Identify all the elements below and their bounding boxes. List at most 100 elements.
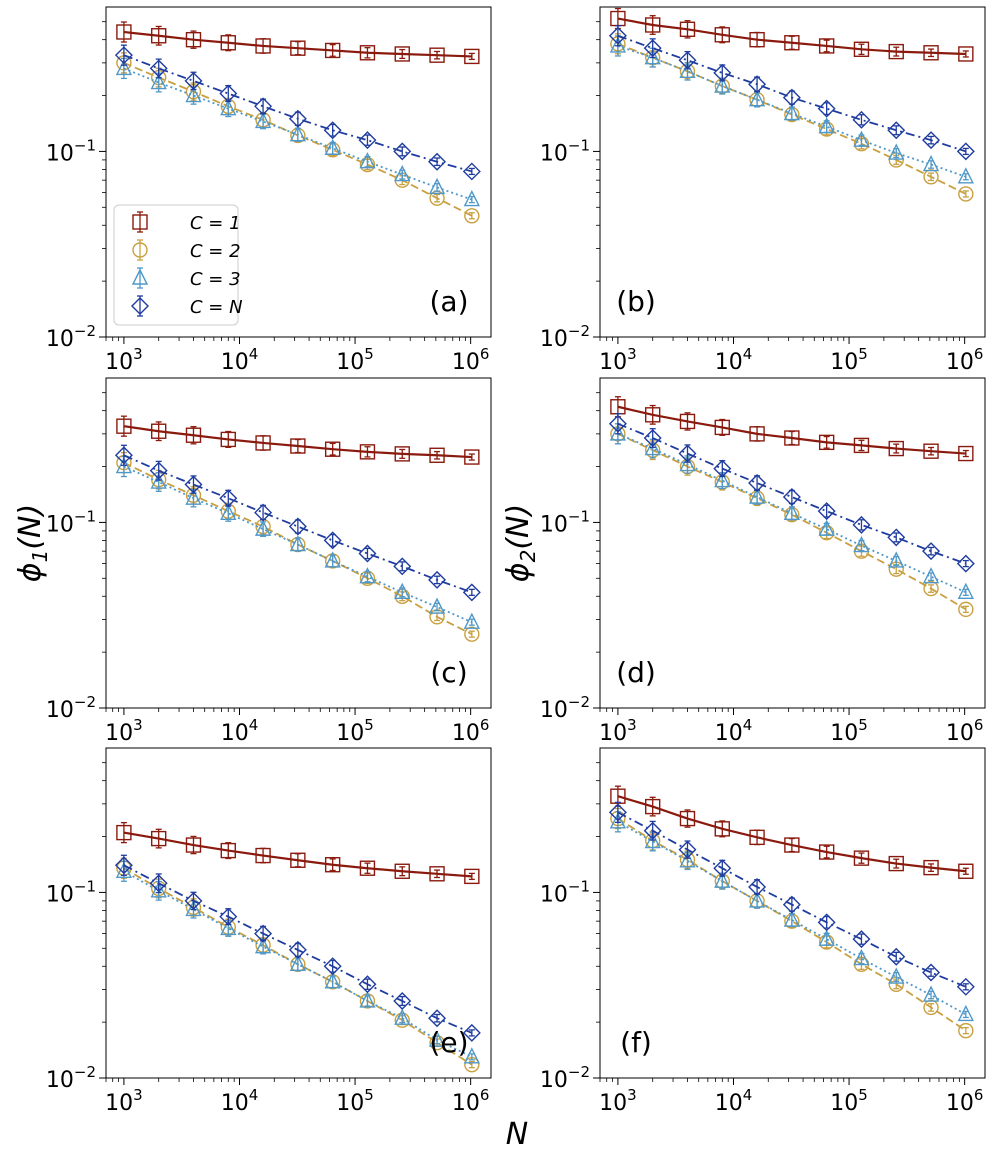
data-point — [644, 17, 661, 33]
series-1 — [610, 785, 974, 879]
data-point — [114, 446, 133, 465]
series-line — [617, 795, 966, 873]
panel-label: (a) — [429, 285, 468, 318]
data-point — [853, 536, 870, 553]
data-point — [150, 423, 167, 439]
data-point — [220, 35, 236, 51]
data-point — [185, 488, 202, 505]
data-point — [184, 71, 203, 90]
data-point — [887, 947, 906, 966]
data-point — [463, 612, 480, 629]
data-point — [359, 152, 376, 169]
data-point — [393, 557, 412, 576]
data-point — [289, 534, 307, 552]
data-point — [428, 1030, 446, 1047]
legend: C = 1 C = 2 C = 3 C = N — [113, 204, 243, 326]
data-point — [359, 567, 376, 584]
data-point — [678, 51, 697, 70]
data-point — [852, 515, 871, 534]
data-point — [609, 36, 627, 53]
data-point — [923, 45, 939, 61]
x-tick-label: 104 — [715, 345, 753, 375]
data-point — [714, 821, 730, 837]
y-tick-label: 10−1 — [540, 507, 590, 537]
data-point — [784, 35, 800, 51]
x-tick-label: 105 — [336, 1086, 374, 1116]
x-tick-label: 104 — [221, 345, 259, 375]
data-point — [853, 850, 870, 866]
data-point — [853, 437, 870, 454]
data-point — [818, 519, 835, 536]
data-point — [358, 975, 377, 994]
data-point — [462, 162, 481, 181]
data-point — [254, 924, 273, 943]
data-point — [323, 957, 342, 976]
data-point — [394, 46, 410, 62]
data-point — [463, 190, 480, 207]
data-point — [359, 860, 376, 876]
series-3 — [609, 35, 974, 184]
data-point — [185, 899, 202, 917]
data-point — [324, 972, 341, 989]
data-point — [254, 503, 273, 522]
x-tick-label: 106 — [452, 345, 490, 375]
x-tick-label: 106 — [452, 1086, 490, 1116]
data-point — [290, 40, 306, 56]
series-1 — [610, 7, 974, 62]
data-point — [922, 131, 941, 150]
data-point — [713, 63, 732, 82]
series-line — [617, 821, 967, 1016]
data-point — [749, 829, 765, 846]
data-point — [429, 866, 445, 882]
x-tick-label: 103 — [105, 716, 143, 746]
data-point — [958, 863, 974, 879]
plot-frame — [599, 6, 986, 338]
data-point — [643, 429, 662, 447]
data-point — [150, 72, 167, 90]
data-point — [644, 438, 661, 456]
data-point — [394, 446, 410, 462]
chart-panel: 103 104 105 106 10−2 10−1 (e) — [46, 747, 492, 1116]
panel-label: (b) — [616, 285, 656, 318]
data-point — [958, 186, 974, 202]
data-point — [644, 831, 661, 849]
data-point — [184, 475, 203, 494]
data-point — [608, 26, 627, 45]
x-tick-label: 106 — [452, 716, 490, 746]
y-tick-label: 10−1 — [540, 136, 590, 166]
data-point — [220, 503, 237, 520]
data-point — [749, 426, 765, 442]
data-point — [818, 929, 835, 946]
data-point — [608, 803, 627, 822]
data-point — [149, 59, 168, 78]
data-point — [644, 48, 661, 65]
data-point — [464, 449, 480, 465]
data-point — [643, 821, 662, 840]
series-line — [617, 405, 966, 455]
data-point — [254, 111, 272, 129]
data-point — [428, 570, 447, 589]
x-tick-label: 104 — [715, 1086, 753, 1116]
x-tick-label: 103 — [105, 1086, 143, 1116]
data-point — [254, 519, 272, 536]
chart-panel: 103 104 105 106 10−2 10−1 (f) — [540, 747, 986, 1116]
data-point — [748, 75, 767, 94]
data-point — [922, 154, 940, 172]
data-point — [923, 580, 939, 597]
legend-label: C = N — [190, 297, 243, 318]
legend-marker — [132, 242, 148, 258]
data-point — [429, 47, 445, 63]
y-tick-label: 10−2 — [540, 322, 590, 352]
data-point — [255, 435, 271, 451]
data-point — [393, 142, 412, 161]
x-tick-label: 103 — [599, 1086, 637, 1116]
chart-panel: 103 104 105 106 10−2 10−1 (b) — [540, 6, 986, 375]
legend-marker — [131, 268, 149, 285]
chart-panel: 103 104 105 106 10−2 10−1 (d) — [540, 377, 986, 746]
data-point — [289, 954, 307, 971]
data-point — [290, 852, 306, 868]
data-point — [887, 121, 906, 140]
data-point — [923, 859, 939, 876]
data-point — [609, 424, 627, 441]
x-tick-label: 103 — [105, 345, 143, 375]
